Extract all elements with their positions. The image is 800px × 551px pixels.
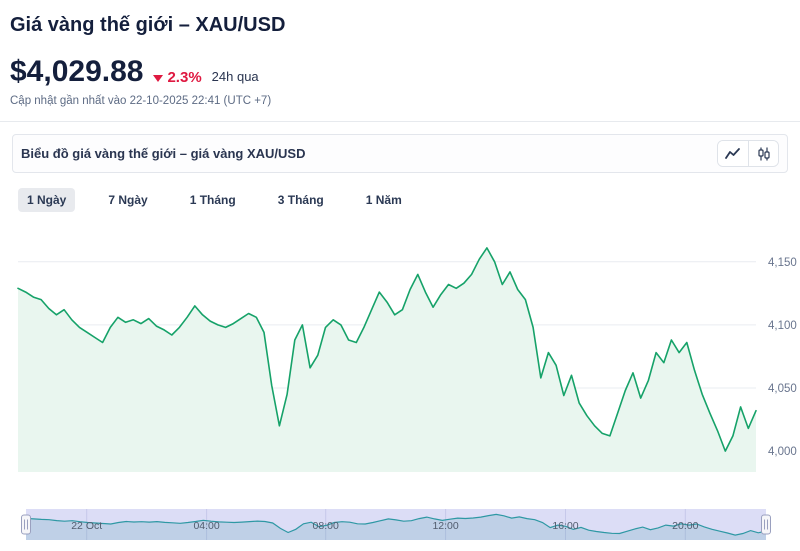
candlestick-chart-button[interactable]: [748, 141, 778, 166]
y-axis-label: 4,100: [768, 320, 797, 332]
price-chart[interactable]: 4,000 4,050 4,100 4,150: [10, 220, 800, 482]
page-title: Giá vàng thế giới – XAU/USD: [10, 14, 286, 36]
candlestick-icon: [757, 147, 770, 160]
last-updated-text: Cập nhật gần nhất vào 22-10-2025 22:41 (…: [10, 95, 272, 107]
price-row: $4,029.88 2.3% 24h qua: [10, 57, 790, 87]
x-axis-label: 08:00: [313, 520, 339, 532]
range-tab-3-month[interactable]: 3 Tháng: [277, 193, 324, 207]
divider: [0, 121, 800, 122]
price-area-fill: [18, 247, 756, 472]
range-tab-1-year[interactable]: 1 Năm: [365, 193, 402, 207]
y-axis-label: 4,050: [768, 383, 797, 395]
change-period: 24h qua: [211, 69, 259, 84]
current-price: $4,029.88: [10, 55, 144, 88]
chart-type-toggle: [717, 140, 779, 167]
down-triangle-icon: [153, 75, 164, 82]
chart-panel-header: Biểu đồ giá vàng thế giới – giá vàng XAU…: [12, 134, 788, 173]
price-line: [17, 247, 757, 452]
x-axis-label: 20:00: [672, 520, 698, 532]
x-axis-label: 16:00: [552, 520, 578, 532]
change-percent: 2.3%: [167, 69, 202, 86]
navigator-handle-right[interactable]: [761, 514, 771, 535]
navigator-area-fill: [26, 514, 766, 540]
navigator-area: 22 Oct 04:00 08:00 12:00 16:00 20:00: [10, 507, 790, 548]
change-badge: 2.3%: [153, 69, 202, 86]
navigator-track[interactable]: [26, 509, 766, 540]
x-axis-label: 12:00: [432, 520, 458, 532]
x-axis-label: 04:00: [193, 520, 219, 532]
line-chart-button[interactable]: [718, 141, 748, 166]
range-tab-7-day[interactable]: 7 Ngày: [108, 193, 148, 207]
range-tabs: 1 Ngày 7 Ngày 1 Tháng 3 Tháng 1 Năm: [10, 188, 790, 212]
x-axis-label: 22 Oct: [71, 520, 102, 532]
navigator-line: [25, 513, 767, 536]
y-axis-label: 4,150: [768, 257, 797, 269]
y-axis-label: 4,000: [768, 446, 797, 458]
line-chart-icon: [725, 147, 740, 159]
chart-panel-title: Biểu đồ giá vàng thế giới – giá vàng XAU…: [21, 146, 306, 161]
navigator[interactable]: 22 Oct 04:00 08:00 12:00 16:00 20:00: [10, 507, 800, 543]
main-chart-area: 4,000 4,050 4,100 4,150: [10, 220, 797, 487]
range-tab-1-month[interactable]: 1 Tháng: [189, 193, 236, 207]
navigator-handle-left[interactable]: [21, 514, 31, 535]
range-tab-1-day[interactable]: 1 Ngày: [18, 188, 76, 212]
